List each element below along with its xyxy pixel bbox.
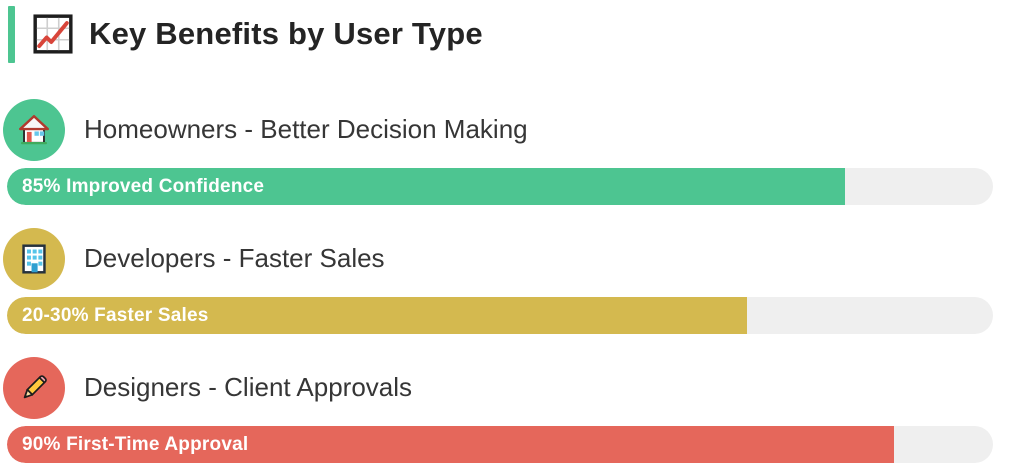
page-title: Key Benefits by User Type <box>89 16 483 51</box>
progress-fill-developers: 20-30% Faster Sales <box>7 297 747 334</box>
designers-icon-circle <box>3 356 65 419</box>
progress-track-developers: 20-30% Faster Sales <box>7 297 993 334</box>
house-icon <box>18 114 50 144</box>
chart-increasing-icon <box>33 14 73 54</box>
benefit-row-designers: Designers - Client Approvals 90% First-T… <box>3 356 1024 463</box>
page-header: Key Benefits by User Type <box>8 5 1024 63</box>
benefit-row-developers: Developers - Faster Sales 20-30% Faster … <box>3 227 1024 334</box>
homeowners-icon-circle <box>3 98 65 161</box>
progress-fill-designers: 90% First-Time Approval <box>7 426 895 463</box>
row-label-homeowners: Homeowners - Better Decision Making <box>84 114 528 144</box>
benefit-rows: Homeowners - Better Decision Making 85% … <box>0 98 1024 463</box>
pencil-icon <box>23 374 47 398</box>
progress-label-designers: 90% First-Time Approval <box>22 433 249 455</box>
office-building-icon <box>22 243 46 274</box>
progress-fill-homeowners: 85% Improved Confidence <box>7 168 846 205</box>
progress-label-developers: 20-30% Faster Sales <box>22 304 209 326</box>
progress-track-designers: 90% First-Time Approval <box>7 426 993 463</box>
row-label-designers: Designers - Client Approvals <box>84 372 413 402</box>
developers-icon-circle <box>3 227 65 290</box>
progress-track-homeowners: 85% Improved Confidence <box>7 168 993 205</box>
header-accent-bar <box>8 5 15 63</box>
benefit-row-homeowners: Homeowners - Better Decision Making 85% … <box>3 98 1024 205</box>
progress-label-homeowners: 85% Improved Confidence <box>22 175 265 197</box>
row-label-developers: Developers - Faster Sales <box>84 243 385 273</box>
